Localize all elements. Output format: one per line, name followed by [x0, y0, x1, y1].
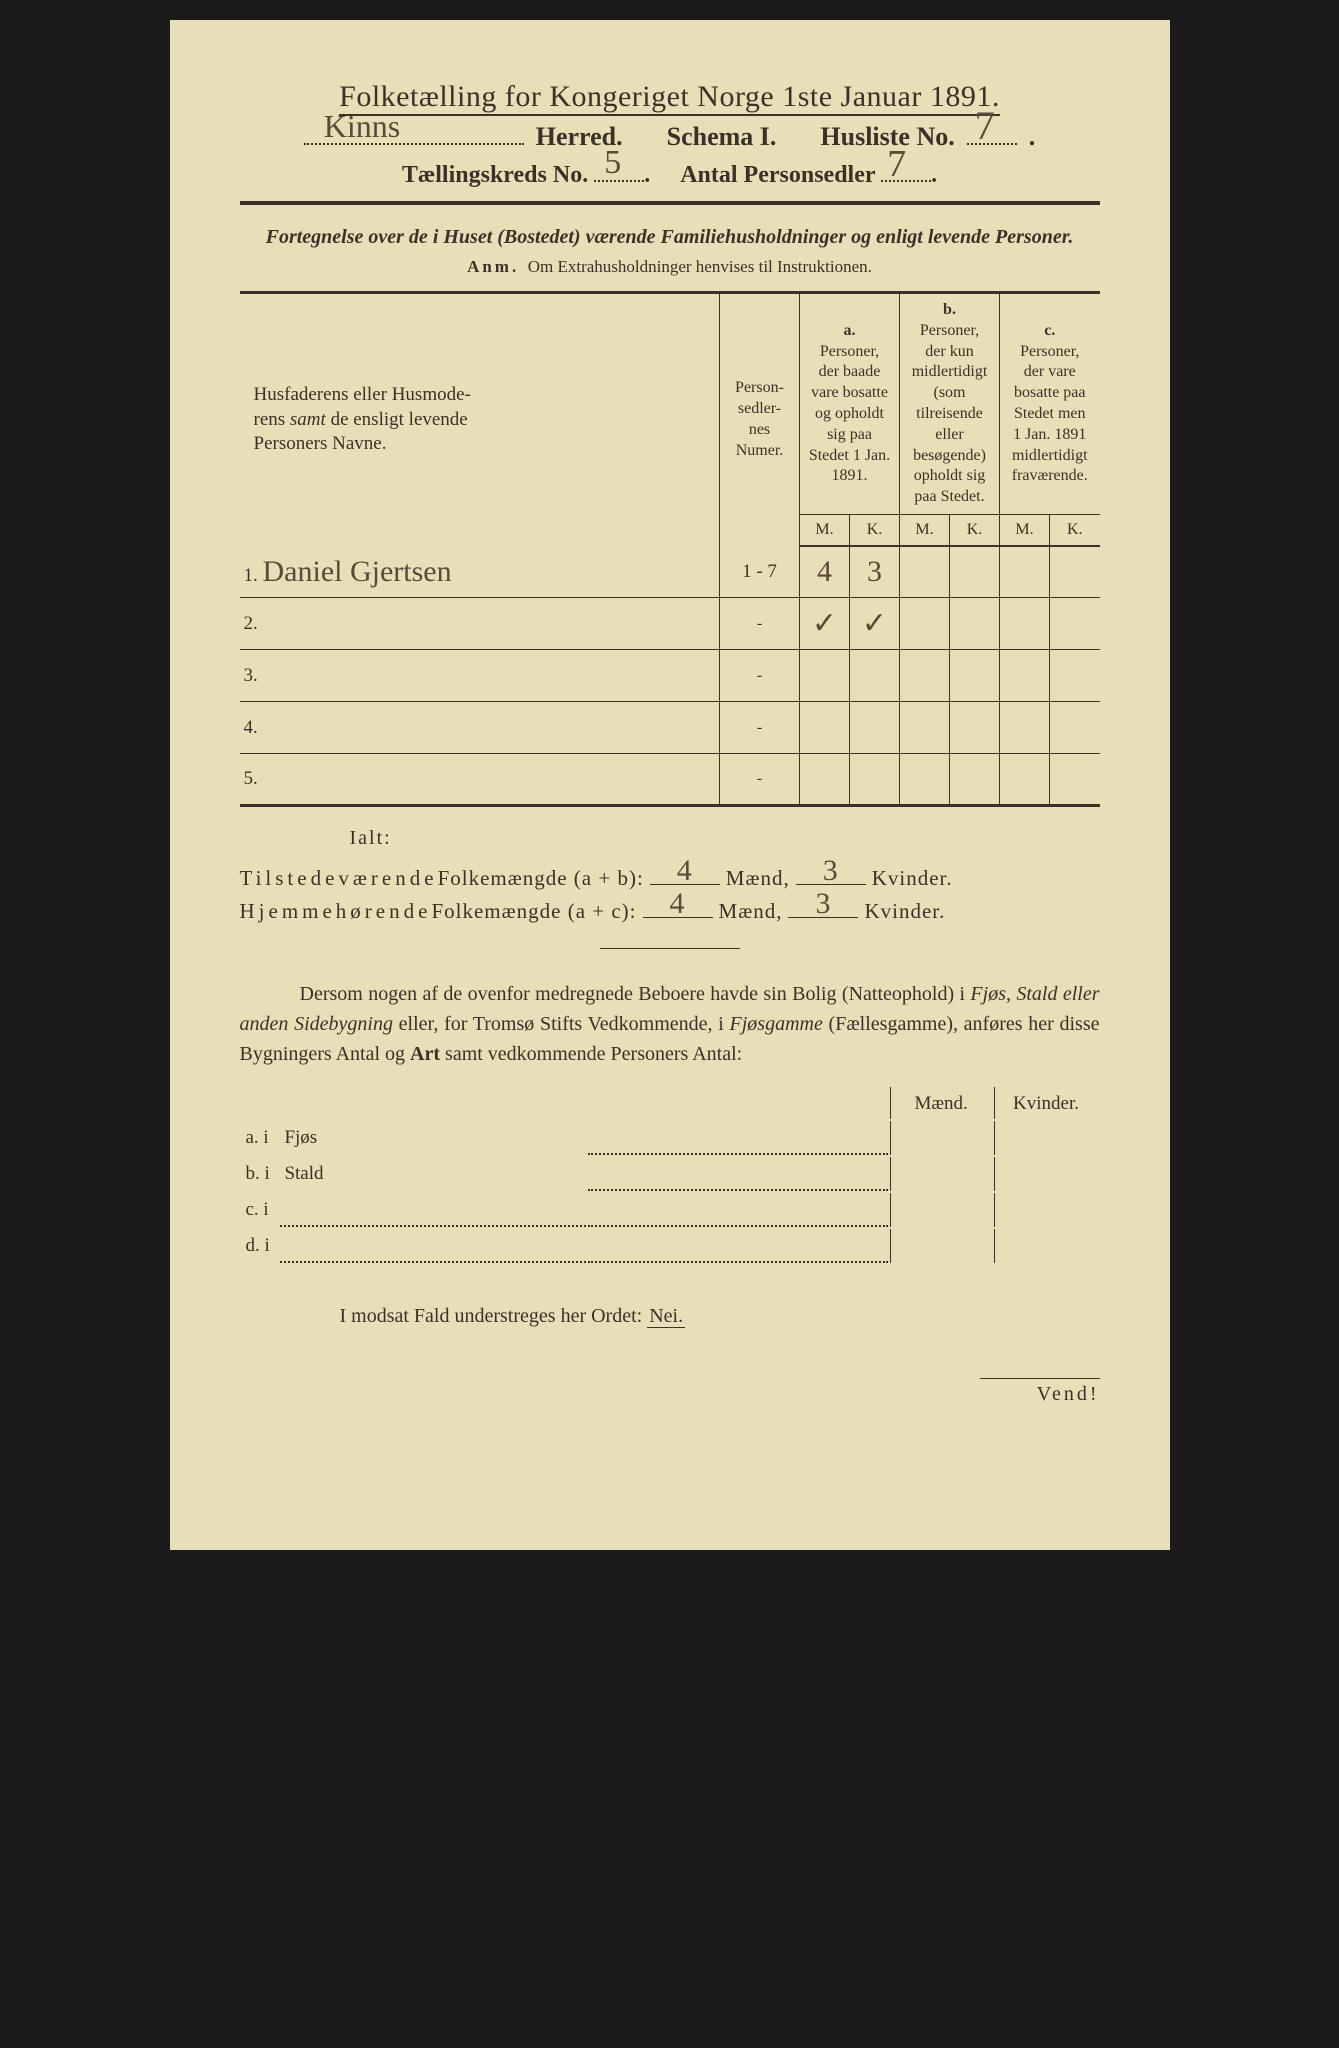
header-row-herred: Kinns Herred. Schema I. Husliste No. 7 .: [240, 122, 1100, 152]
side-row: d. i: [242, 1229, 1098, 1263]
sidebygning-paragraph: Dersom nogen af de ovenfor medregnede Be…: [240, 979, 1100, 1069]
col-c-k: K.: [1050, 514, 1100, 546]
table-row: 4. -: [240, 702, 1100, 754]
kreds-label: Tællingskreds No.: [402, 162, 588, 188]
table-row: 3. -: [240, 650, 1100, 702]
total-resident: Hjemmehørende Folkemængde (a + c): 4 Mæn…: [240, 899, 1100, 924]
rule-short: [600, 948, 740, 949]
herred-field: Kinns: [304, 143, 524, 145]
sidebygning-table: Mænd. Kvinder. a. i Fjøs b. i Stald c. i…: [240, 1085, 1100, 1265]
personsedler-field: 7: [881, 180, 931, 182]
modsat-line: I modsat Fald understreges her Ordet: Ne…: [340, 1305, 1100, 1328]
side-row: b. i Stald: [242, 1157, 1098, 1191]
census-form-page: Folketælling for Kongeriget Norge 1ste J…: [170, 20, 1170, 1550]
col-a: a. Personer, der baade vare bosatte og o…: [800, 293, 900, 515]
col-name: Husfaderens eller Husmode-rens samt de e…: [240, 293, 720, 546]
col-numer: Person-sedler-nesNumer.: [720, 293, 800, 546]
col-b: b. Personer, der kun midlertidigt (som t…: [900, 293, 1000, 515]
side-col-maend: Mænd.: [890, 1087, 992, 1119]
vend-label: Vend!: [980, 1378, 1100, 1406]
schema-label: Schema I.: [667, 122, 777, 152]
table-row: 5. -: [240, 754, 1100, 806]
husliste-field: 7: [967, 143, 1017, 145]
ialt-label: Ialt:: [350, 827, 1100, 850]
subtitle: Fortegnelse over de i Huset (Bostedet) v…: [240, 223, 1100, 251]
table-row: 2. - ✓ ✓: [240, 598, 1100, 650]
personsedler-label: Antal Personsedler: [680, 162, 875, 188]
side-row: c. i: [242, 1193, 1098, 1227]
col-c-m: M.: [1000, 514, 1050, 546]
main-table: Husfaderens eller Husmode-rens samt de e…: [240, 291, 1100, 807]
col-b-m: M.: [900, 514, 950, 546]
col-a-m: M.: [800, 514, 850, 546]
header-row-kreds: Tællingskreds No. 5 . Antal Personsedler…: [240, 162, 1100, 189]
col-b-k: K.: [950, 514, 1000, 546]
col-a-k: K.: [850, 514, 900, 546]
side-col-kvinder: Kvinder.: [994, 1087, 1098, 1119]
kreds-field: 5: [594, 180, 644, 182]
col-c: c. Personer, der vare bosatte paa Stedet…: [1000, 293, 1100, 515]
table-row: 1. Daniel Gjertsen 1 - 7 4 3: [240, 546, 1100, 598]
rule-thick: [240, 201, 1100, 205]
annotation-line: Anm. Om Extrahusholdninger henvises til …: [240, 257, 1100, 277]
side-row: a. i Fjøs: [242, 1121, 1098, 1155]
